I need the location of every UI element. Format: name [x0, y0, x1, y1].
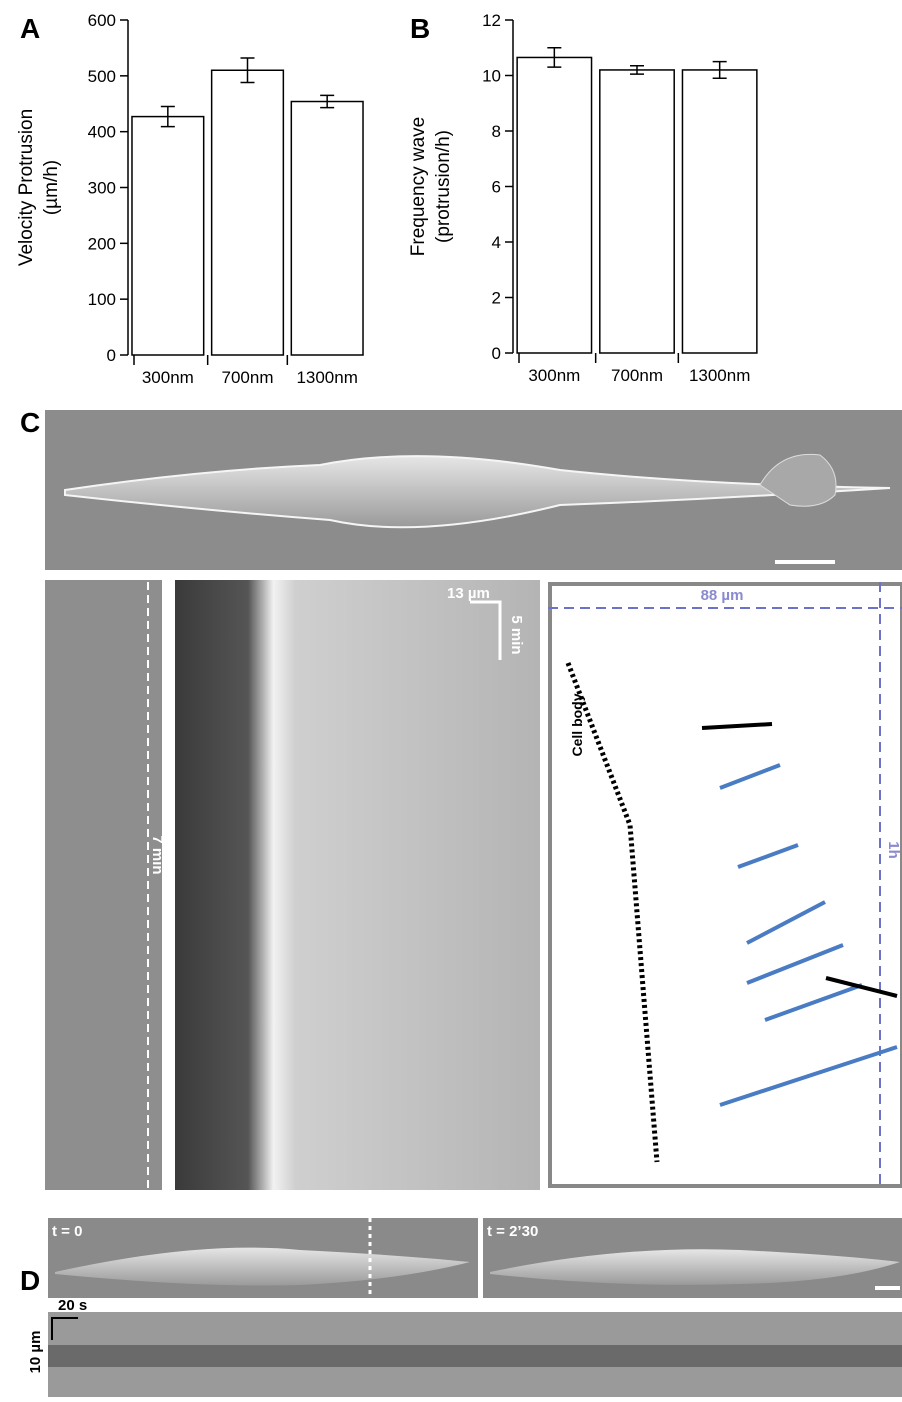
time-scale-label: 20 s: [58, 1297, 87, 1314]
x-tick-label: 1300nm: [296, 368, 357, 387]
bar: [291, 102, 363, 355]
duration-label: 1h: [885, 841, 902, 859]
panel-label: A: [20, 13, 40, 44]
figure: C 7 min 13 µm 5 min 88 µm 1h Cell body D…: [0, 0, 902, 1397]
x-tick-label: 700nm: [222, 368, 274, 387]
x-tick-label: 1300nm: [689, 366, 750, 385]
bar: [212, 70, 284, 355]
y-tick-label: 400: [88, 123, 116, 142]
y-tick-label: 500: [88, 67, 116, 86]
length-scale-label: 10 µm: [27, 1331, 44, 1374]
y-tick-label: 8: [492, 122, 501, 141]
y-tick-label: 10: [482, 67, 501, 86]
x-tick-label: 300nm: [142, 368, 194, 387]
bar: [517, 57, 591, 353]
bar: [600, 70, 674, 353]
y-axis-label: (µm/h): [41, 160, 62, 215]
schematic-frame: [550, 584, 902, 1186]
y-tick-label: 12: [482, 11, 501, 30]
montage-strip: [45, 580, 162, 1190]
bar: [682, 70, 756, 353]
width-label: 88 µm: [701, 587, 744, 604]
y-tick-label: 6: [492, 178, 501, 197]
y-tick-label: 4: [492, 233, 501, 252]
kymograph-band: [48, 1345, 902, 1367]
time-label: t = 2’30: [487, 1223, 538, 1240]
cell-body-label: Cell body: [569, 693, 585, 756]
y-axis-label: Frequency wave: [408, 117, 429, 256]
y-tick-label: 300: [88, 179, 116, 198]
kymograph: [175, 580, 540, 1190]
y-tick-label: 100: [88, 290, 116, 309]
time-scale-label: 5 min: [508, 615, 525, 654]
time-scale-label: 7 min: [149, 835, 166, 874]
panel-label: D: [20, 1265, 40, 1296]
panel-label: B: [410, 13, 430, 44]
y-tick-label: 0: [492, 344, 501, 363]
time-label: t = 0: [52, 1223, 82, 1240]
y-axis-label: Velocity Protrusion: [16, 109, 37, 266]
bar: [132, 117, 204, 355]
x-tick-label: 300nm: [528, 366, 580, 385]
y-tick-label: 2: [492, 289, 501, 308]
x-tick-label: 700nm: [611, 366, 663, 385]
length-scale-label: 13 µm: [447, 585, 490, 602]
panel-label: C: [20, 407, 40, 438]
y-tick-label: 600: [88, 11, 116, 30]
y-axis-label: (protrusion/h): [433, 130, 454, 243]
y-tick-label: 200: [88, 234, 116, 253]
y-tick-label: 0: [107, 346, 116, 365]
